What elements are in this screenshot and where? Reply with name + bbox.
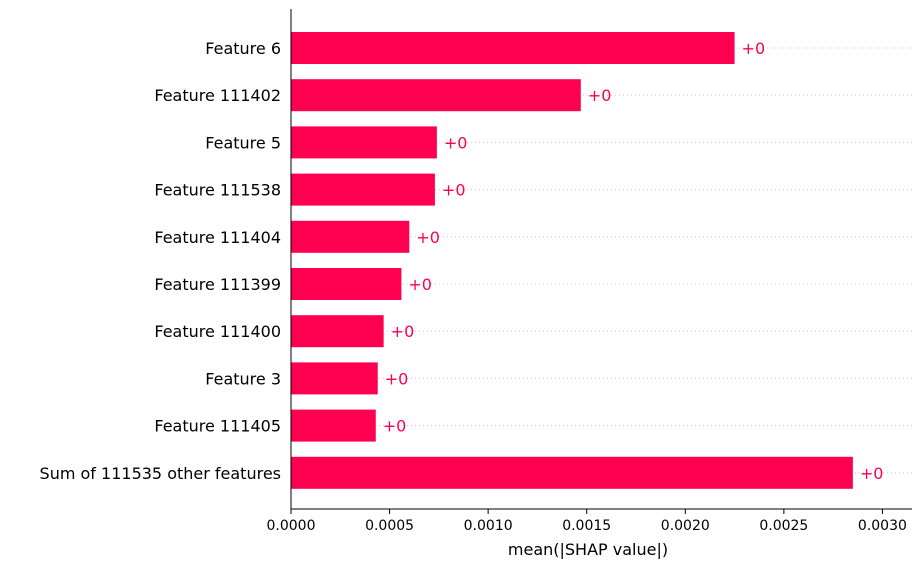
bar-value-label: +0: [444, 133, 468, 152]
x-tick-label: 0.0000: [267, 518, 316, 534]
bar: [291, 268, 402, 300]
bar: [291, 79, 581, 112]
category-labels: Feature 6 Feature 111402 Feature 5 Feature …: [40, 39, 281, 483]
category-label: Feature 111402: [154, 86, 281, 105]
category-label: Feature 6: [205, 39, 281, 58]
category-label: Feature 111538: [154, 181, 281, 200]
x-tick-label: 0.0010: [464, 518, 513, 534]
category-label: Feature 111405: [154, 417, 281, 436]
x-tick-label: 0.0020: [661, 518, 710, 534]
category-label: Feature 111399: [154, 275, 281, 294]
axes: 0.0000 0.0005 0.0010 0.0015 0.0020 0.0025 0.00…: [267, 9, 912, 534]
category-label: Sum of 111535 other features: [40, 464, 281, 483]
x-tick-label: 0.0030: [858, 518, 907, 534]
x-axis-label: mean(|SHAP value|): [508, 540, 668, 559]
data-labels: +0 +0 +0 +0 +0 +0 +0 +0 +0 +0: [383, 39, 884, 483]
bar: [291, 409, 376, 442]
category-label: Feature 111400: [154, 322, 281, 341]
bar-value-label: +0: [442, 181, 466, 200]
bar: [291, 456, 853, 489]
bar-value-label: +0: [416, 228, 440, 247]
bar: [291, 173, 435, 206]
category-label: Feature 3: [205, 369, 281, 388]
category-label: Feature 111404: [154, 228, 281, 247]
bar-value-label: +0: [588, 86, 612, 105]
x-tick-label: 0.0005: [365, 518, 414, 534]
bar-value-label: +0: [391, 322, 415, 341]
bar: [291, 126, 437, 159]
x-tick-label: 0.0015: [562, 518, 611, 534]
x-tick-label: 0.0025: [759, 518, 808, 534]
bar: [291, 362, 378, 395]
bar-value-label: +0: [383, 417, 407, 436]
bar: [291, 220, 410, 253]
bar-value-label: +0: [742, 39, 766, 58]
bars: [291, 32, 853, 489]
bar: [291, 32, 735, 64]
category-label: Feature 5: [205, 133, 281, 152]
bar: [291, 315, 384, 348]
bar-value-label: +0: [385, 369, 409, 388]
bar-value-label: +0: [408, 275, 432, 294]
grid-lines: [291, 47, 912, 474]
bar-value-label: +0: [860, 464, 884, 483]
